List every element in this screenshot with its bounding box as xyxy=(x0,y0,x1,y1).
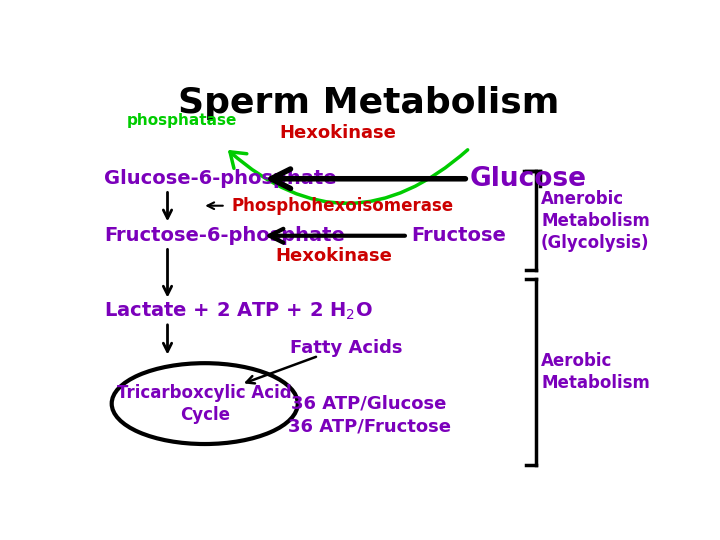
Text: Aerobic
Metabolism: Aerobic Metabolism xyxy=(541,352,650,392)
Text: Hexokinase: Hexokinase xyxy=(279,124,397,141)
Text: Glucose-6-phosphate: Glucose-6-phosphate xyxy=(104,169,336,188)
Text: Sperm Metabolism: Sperm Metabolism xyxy=(179,86,559,120)
Text: Phosphohexoisomerase: Phosphohexoisomerase xyxy=(231,197,453,215)
Text: Tricarboxcylic Acid
Cycle: Tricarboxcylic Acid Cycle xyxy=(117,383,292,424)
Text: 36 ATP/Glucose
36 ATP/Fructose: 36 ATP/Glucose 36 ATP/Fructose xyxy=(287,394,451,436)
Text: Lactate + 2 ATP + 2 H$_2$O: Lactate + 2 ATP + 2 H$_2$O xyxy=(104,301,373,322)
Text: Anerobic
Metabolism
(Glycolysis): Anerobic Metabolism (Glycolysis) xyxy=(541,190,650,252)
Text: Fructose-6-phosphate: Fructose-6-phosphate xyxy=(104,226,345,245)
Text: Glucose: Glucose xyxy=(469,166,587,192)
Text: Fatty Acids: Fatty Acids xyxy=(289,339,402,357)
Text: phosphatase: phosphatase xyxy=(126,113,237,128)
Text: Fructose: Fructose xyxy=(412,226,506,245)
Text: Hexokinase: Hexokinase xyxy=(276,247,392,265)
FancyArrowPatch shape xyxy=(230,150,468,204)
